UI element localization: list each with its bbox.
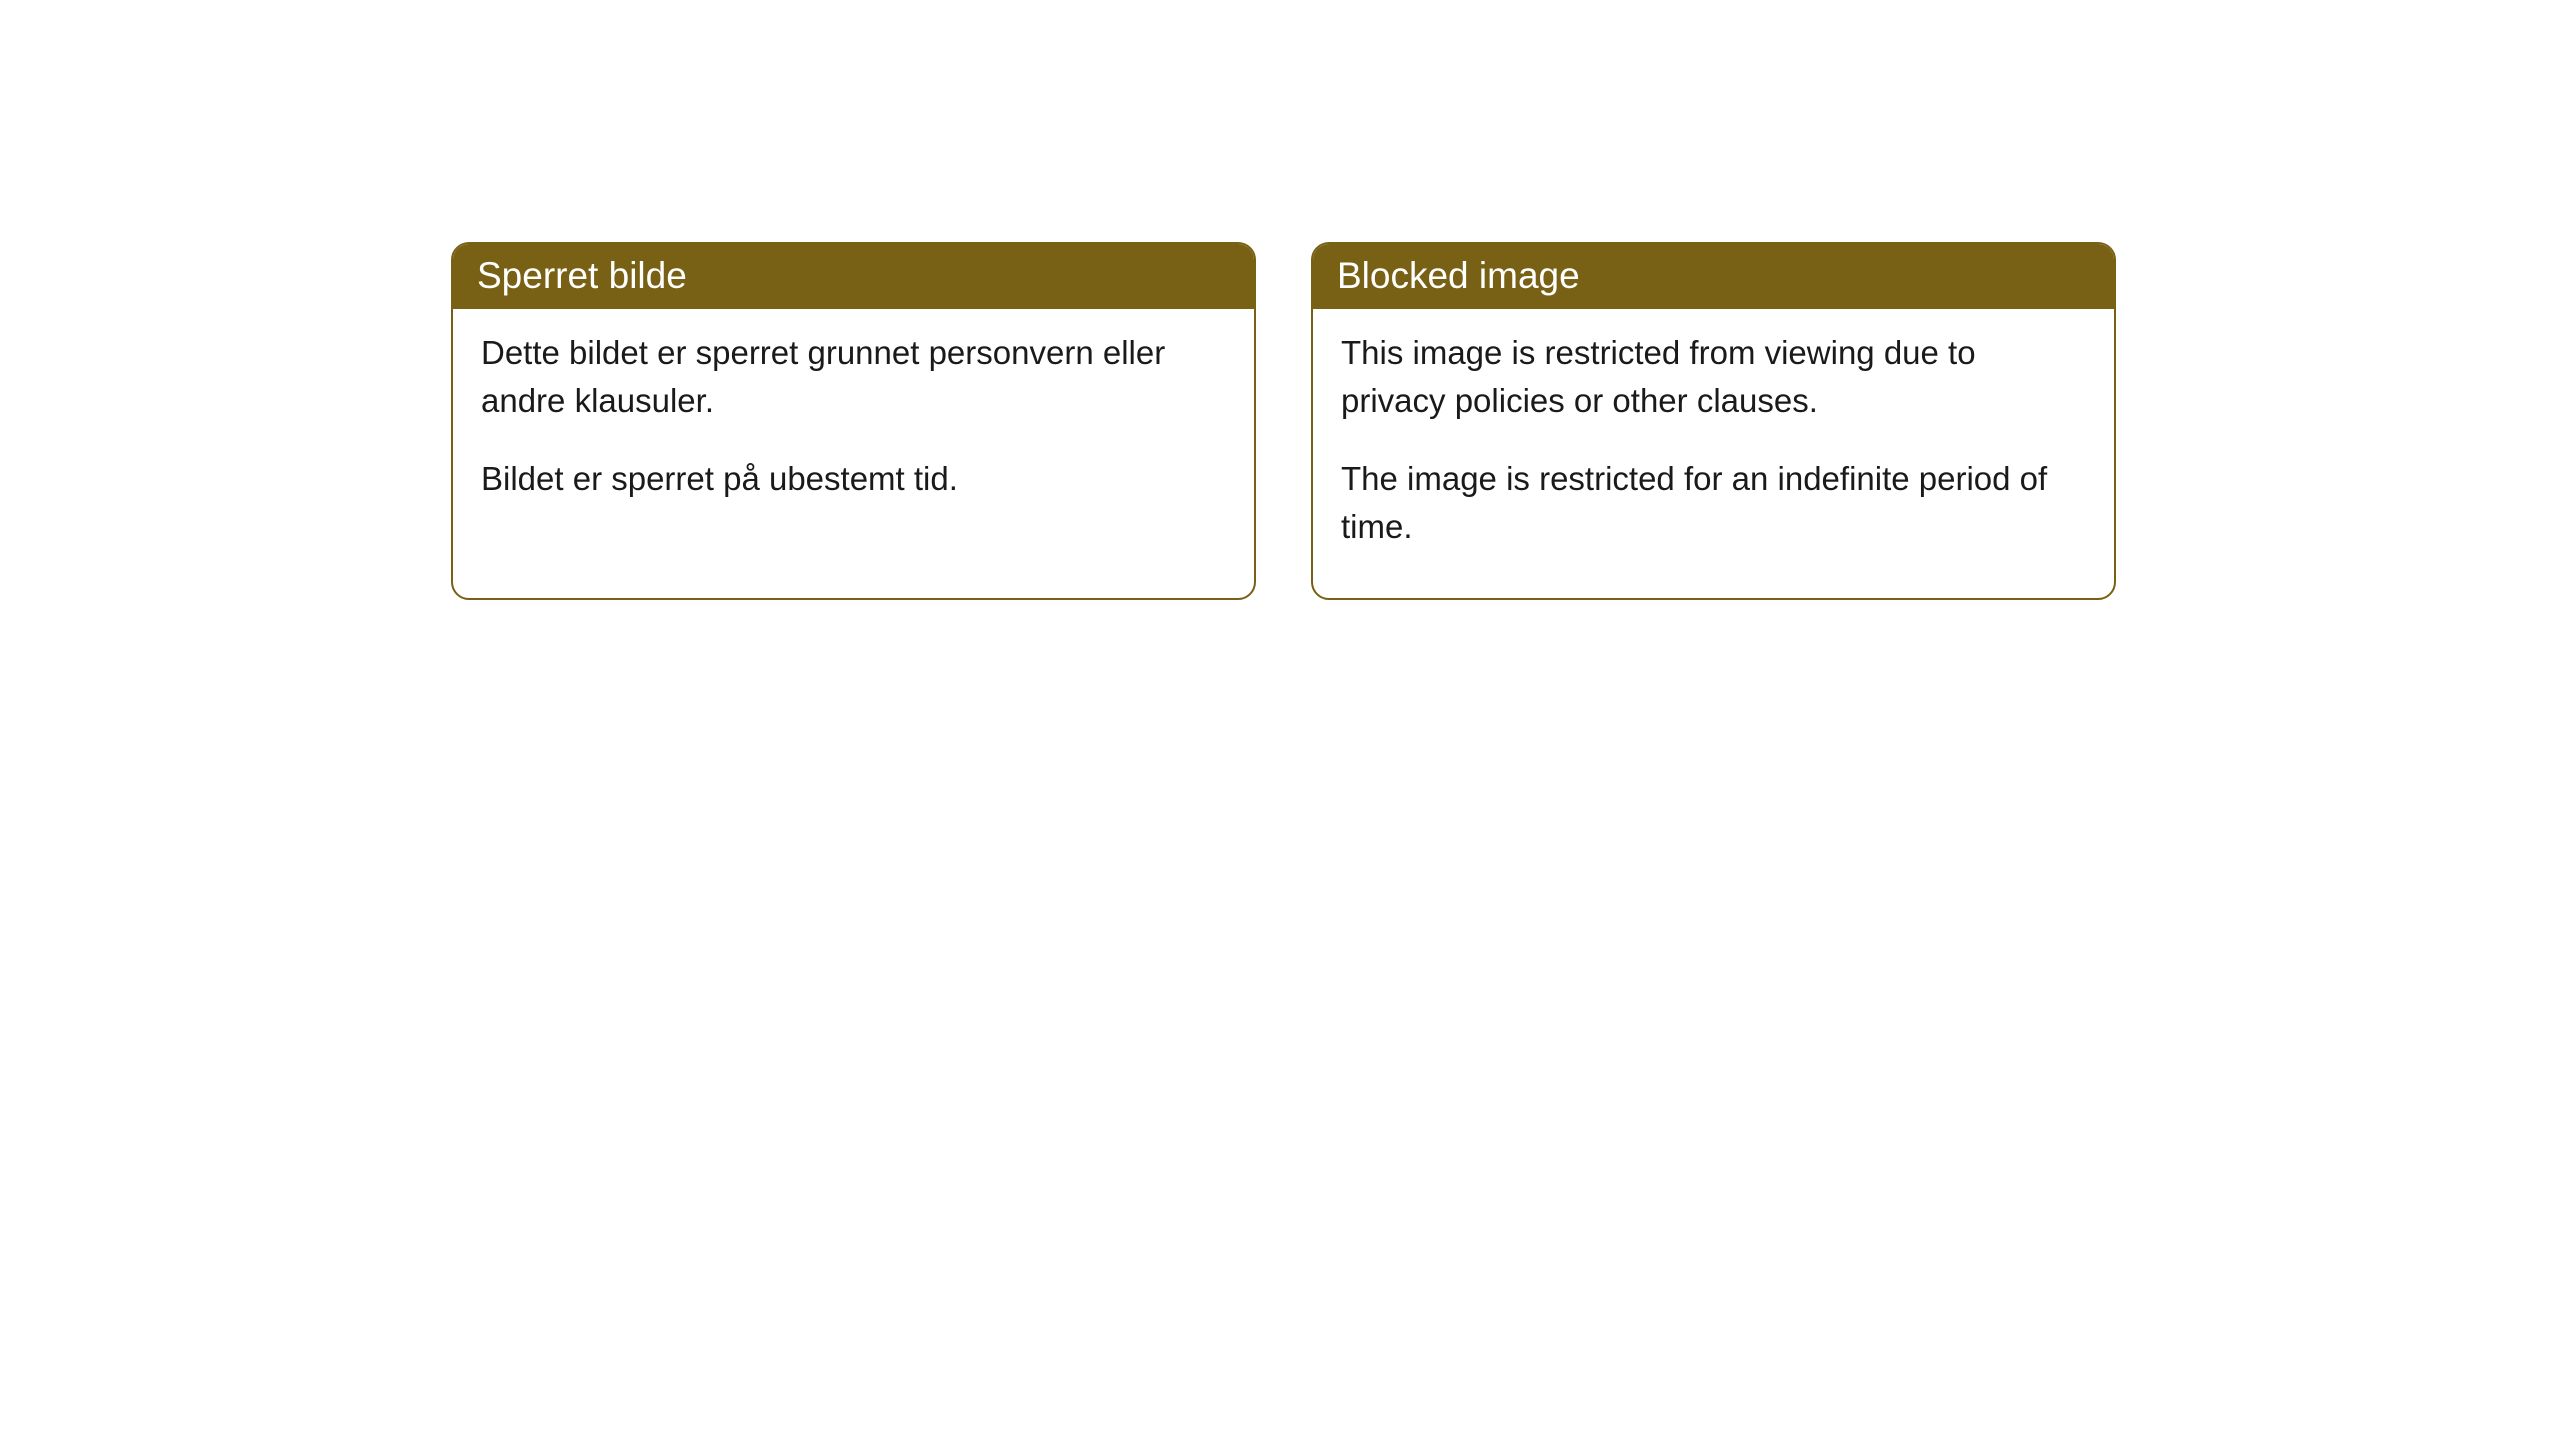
notice-body: Dette bildet er sperret grunnet personve… (453, 309, 1254, 551)
notice-header: Blocked image (1313, 244, 2114, 309)
notice-card-norwegian: Sperret bilde Dette bildet er sperret gr… (451, 242, 1256, 600)
notice-container: Sperret bilde Dette bildet er sperret gr… (0, 0, 2560, 600)
notice-header: Sperret bilde (453, 244, 1254, 309)
notice-body: This image is restricted from viewing du… (1313, 309, 2114, 598)
notice-paragraph: Bildet er sperret på ubestemt tid. (481, 455, 1226, 503)
notice-title: Sperret bilde (477, 255, 687, 296)
notice-card-english: Blocked image This image is restricted f… (1311, 242, 2116, 600)
notice-paragraph: This image is restricted from viewing du… (1341, 329, 2086, 425)
notice-title: Blocked image (1337, 255, 1580, 296)
notice-paragraph: The image is restricted for an indefinit… (1341, 455, 2086, 551)
notice-paragraph: Dette bildet er sperret grunnet personve… (481, 329, 1226, 425)
